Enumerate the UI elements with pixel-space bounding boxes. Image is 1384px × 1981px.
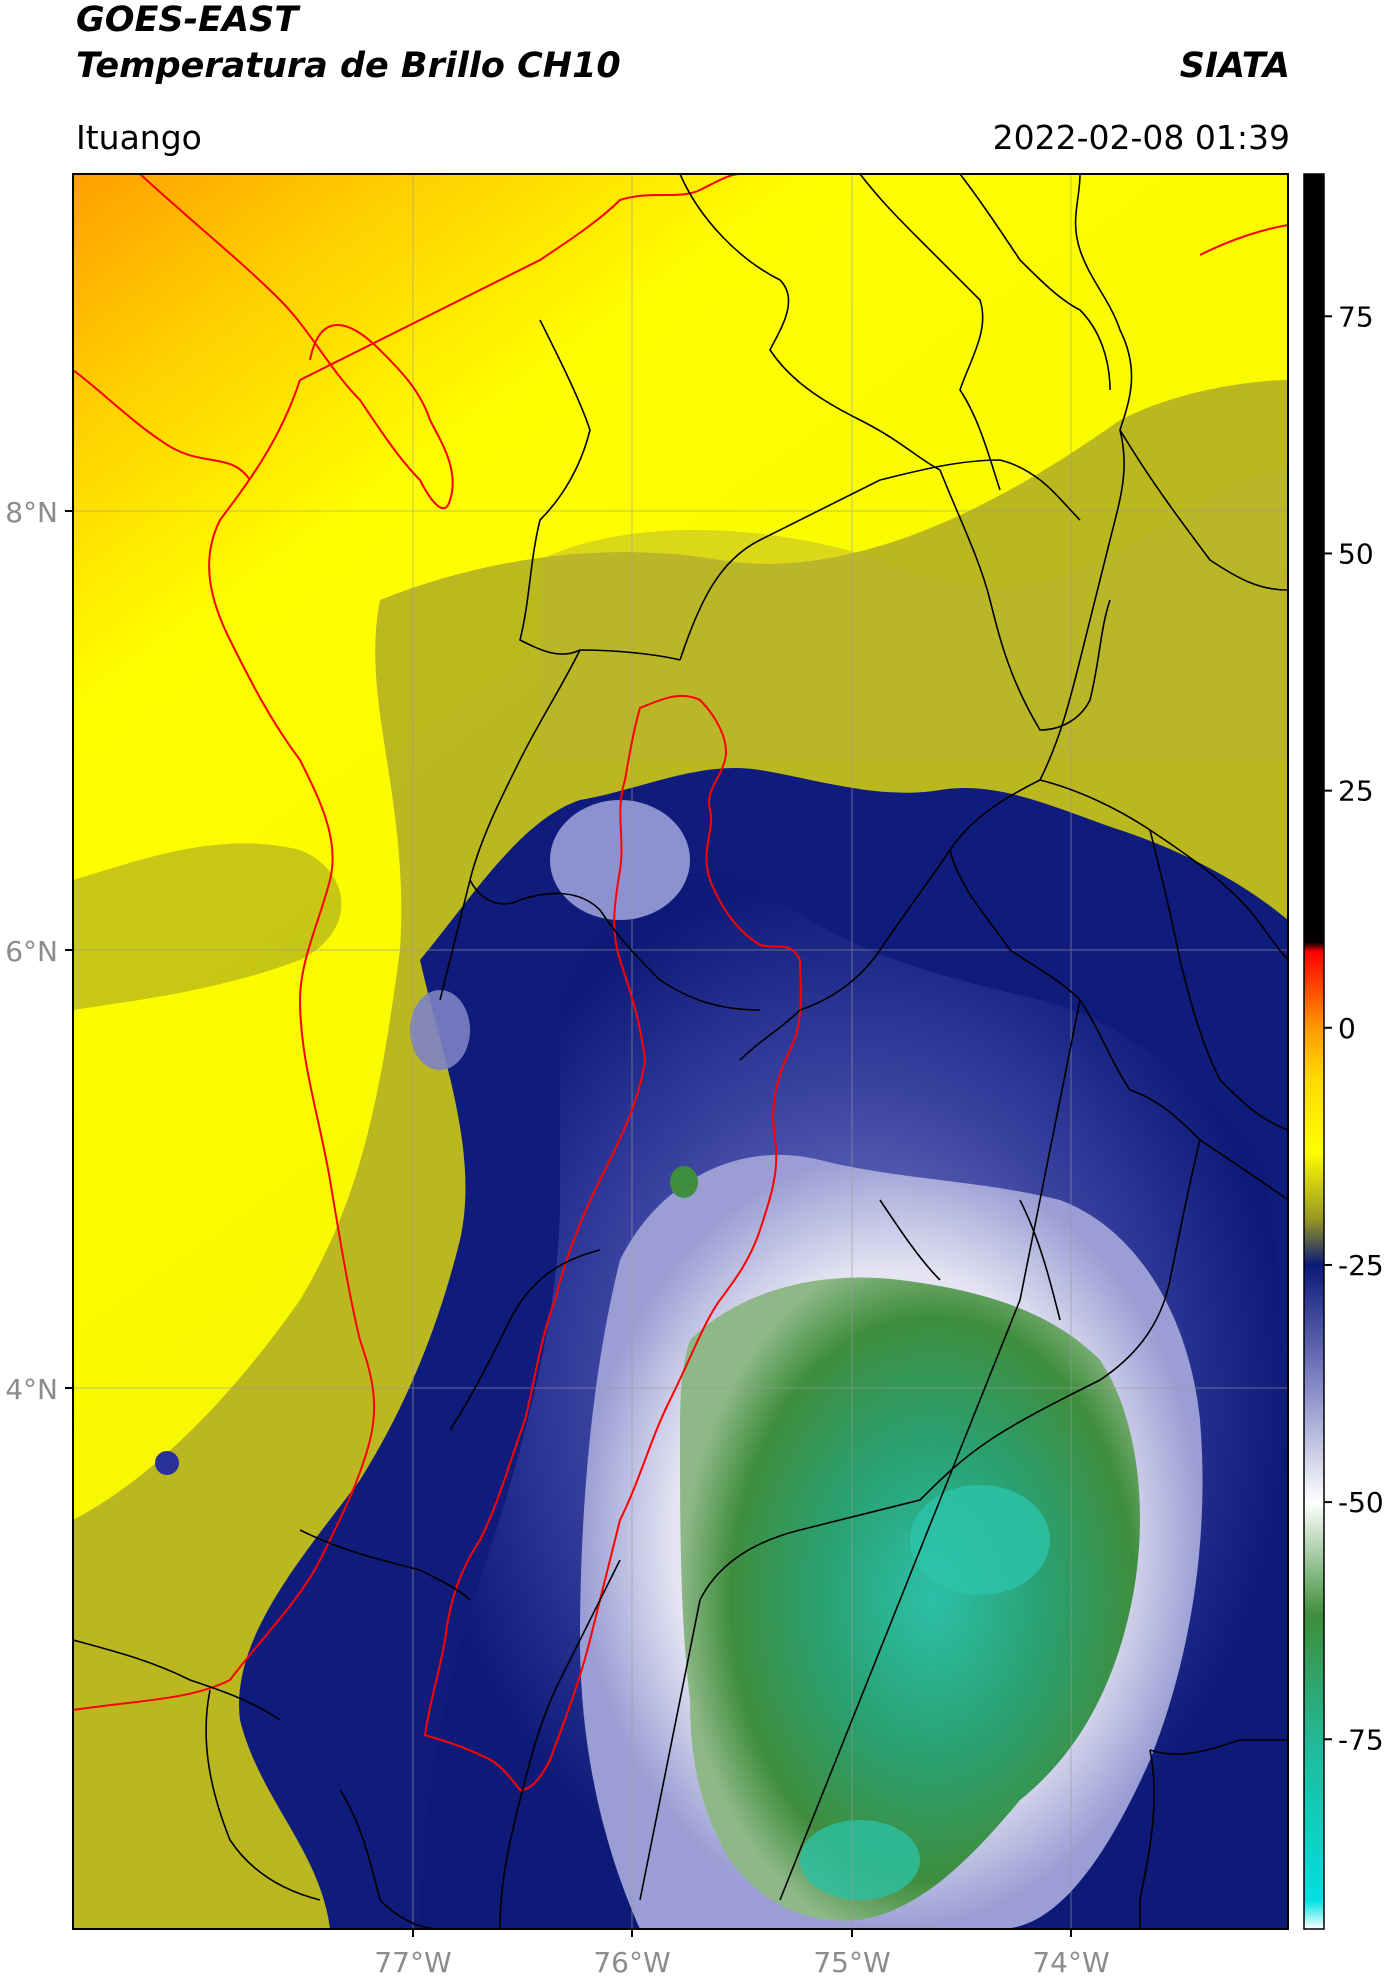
title-line-2: Temperatura de Brillo CH10 [76,46,621,86]
lon-ticks [412,1929,1072,1937]
ituango-region-outline [423,694,802,1792]
lon-label: 76°W [593,1946,670,1979]
lat-label: 8°N [5,496,58,529]
lon-label: 77°W [374,1946,451,1979]
colorbar-tick-label: 50 [1338,537,1374,570]
admin-boundaries [73,174,1288,1929]
coastline [73,174,454,1711]
lon-label: 74°W [1032,1946,1109,1979]
olive-band-west [73,843,342,1010]
timestamp-label: 2022-02-08 01:39 [992,118,1290,157]
map-frame [72,173,1289,1930]
olive-band-north [540,470,1288,760]
brand-label: SIATA [1179,46,1290,86]
colorbar [1303,173,1325,1930]
map-imagery [73,174,1288,1929]
cold-cell [550,800,690,920]
lon-label: 75°W [813,1946,890,1979]
colorbar-tick-label: 0 [1338,1012,1356,1045]
lat-label: 4°N [5,1373,58,1406]
coastline-east [1199,224,1288,256]
coastline-north [299,174,741,381]
green-cloud-core [680,1277,1140,1921]
title-line-1: GOES-EAST [76,0,299,40]
colorbar-tick-label: -25 [1338,1249,1384,1282]
teal-core-spot [910,1485,1050,1595]
colorbar-tick-label: 75 [1338,300,1374,333]
colorbar-tick-label: 25 [1338,775,1374,808]
cold-cell [670,1166,698,1198]
colorbar-tick-label: -50 [1338,1486,1384,1519]
lat-ticks [65,510,73,1389]
coastline-northwest [73,369,251,481]
teal-core-spot [800,1820,920,1900]
cold-cell [410,990,470,1070]
cold-cell [155,1451,179,1475]
location-label: Ituango [76,118,202,157]
lat-label: 6°N [5,935,58,968]
colorbar-ticks: 75 50 25 0 -25 -50 -75 [1324,300,1384,1756]
colorbar-tick-label: -75 [1338,1723,1384,1756]
